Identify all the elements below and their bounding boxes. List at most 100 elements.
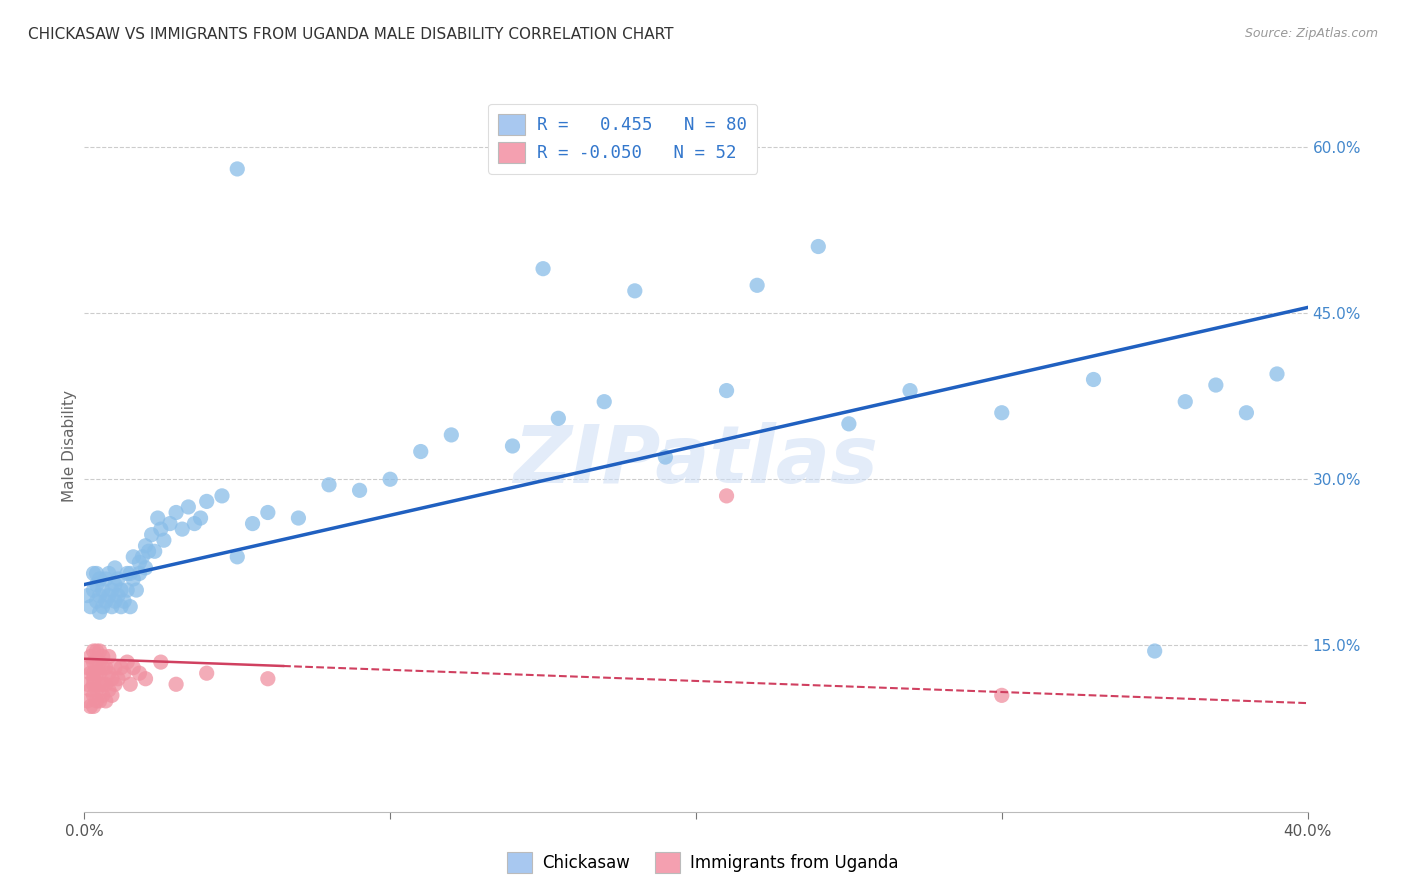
Point [531,261,554,276]
Point [86,577,108,591]
Point [104,561,127,575]
Point [110,599,132,614]
Point [172,522,194,536]
Point [120,677,142,691]
Point [128,666,150,681]
Point [76,589,98,603]
Point [79,649,101,664]
Text: ZIPatlas: ZIPatlas [513,422,879,500]
Point [83,655,105,669]
Point [79,599,101,614]
Point [89,589,111,603]
Point [101,689,124,703]
Point [97,666,120,681]
Point [91,649,114,664]
Point [83,672,105,686]
Point [89,694,111,708]
Point [89,572,111,586]
Point [86,566,108,581]
Point [125,583,148,598]
Point [440,428,463,442]
Point [86,694,108,708]
Point [89,644,111,658]
Point [86,682,108,697]
Point [110,660,132,674]
Point [83,699,105,714]
Point [654,450,676,464]
Point [104,594,127,608]
Point [128,566,150,581]
Point [91,660,114,674]
Point [349,483,371,498]
Point [83,583,105,598]
Point [94,572,117,586]
Point [83,689,105,703]
Point [89,677,111,691]
Point [76,677,98,691]
Point [159,516,181,531]
Point [120,566,142,581]
Point [257,506,280,520]
Point [1265,367,1288,381]
Point [83,644,105,658]
Point [79,682,101,697]
Point [83,666,105,681]
Point [318,477,340,491]
Point [128,555,150,569]
Point [287,511,309,525]
Point [94,694,117,708]
Point [211,489,233,503]
Point [242,516,264,531]
Point [226,161,249,176]
Point [101,672,124,686]
Point [122,572,145,586]
Point [86,644,108,658]
Point [838,417,860,431]
Legend: R =   0.455   N = 80, R = -0.050   N = 52: R = 0.455 N = 80, R = -0.050 N = 52 [488,103,756,174]
Point [135,561,157,575]
Point [91,689,114,703]
Point [115,655,138,669]
Point [122,549,145,564]
Point [120,599,142,614]
Point [1143,644,1166,658]
Point [115,566,138,581]
Point [146,511,169,525]
Point [1174,394,1197,409]
Point [76,694,98,708]
Point [89,655,111,669]
Point [131,549,153,564]
Point [135,672,157,686]
Point [226,549,249,564]
Legend: Chickasaw, Immigrants from Uganda: Chickasaw, Immigrants from Uganda [501,846,905,880]
Point [409,444,432,458]
Point [97,682,120,697]
Point [1236,406,1258,420]
Point [135,539,157,553]
Point [195,666,218,681]
Point [104,577,127,591]
Point [107,572,129,586]
Point [153,533,176,548]
Point [91,599,114,614]
Point [97,589,120,603]
Point [107,672,129,686]
Point [115,583,138,598]
Point [83,677,105,691]
Point [83,566,105,581]
Point [97,649,120,664]
Point [86,666,108,681]
Point [747,278,769,293]
Point [716,489,738,503]
Point [991,689,1014,703]
Point [716,384,738,398]
Point [898,384,921,398]
Point [141,527,163,541]
Point [1083,372,1105,386]
Point [138,544,160,558]
Point [94,677,117,691]
Point [807,239,830,253]
Point [112,666,135,681]
Point [86,594,108,608]
Point [502,439,524,453]
